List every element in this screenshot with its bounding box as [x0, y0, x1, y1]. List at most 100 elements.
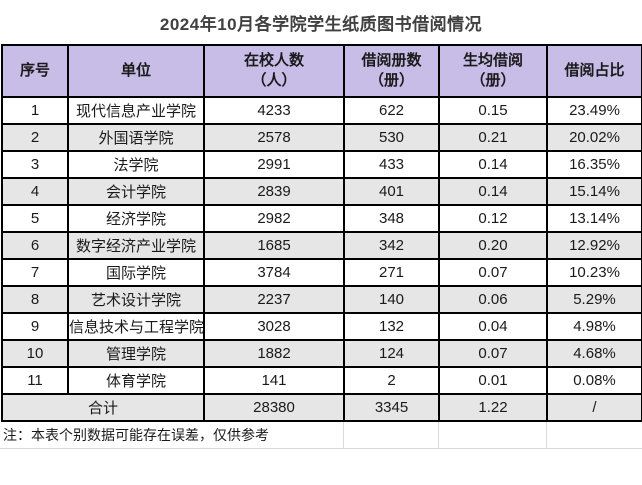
table-cell: 20.02% [546, 123, 642, 152]
table-row-5: 5 经济学院 2982 348 0.12 13.14% [1, 204, 642, 233]
table-row-10: 10 管理学院 1882 124 0.07 4.68% [1, 339, 642, 368]
table-cell: 132 [343, 312, 440, 341]
table-cell: 124 [343, 339, 440, 368]
column-header-4: 生均借阅 （册） [438, 44, 548, 98]
total-cell: 3345 [343, 393, 440, 422]
table-cell: 法学院 [67, 150, 205, 179]
table-cell: 艺术设计学院 [67, 285, 205, 314]
table-cell: 140 [343, 285, 440, 314]
table-cell: 12.92% [546, 231, 642, 260]
total-label: 合计 [1, 393, 205, 422]
table-cell: 2991 [203, 150, 345, 179]
column-header-1: 单位 [67, 44, 205, 98]
table-cell: 5.29% [546, 285, 642, 314]
table-cell: 0.21 [438, 123, 548, 152]
table-row-3: 3 法学院 2991 433 0.14 16.35% [1, 150, 642, 179]
table-cell: 1685 [203, 231, 345, 260]
table-cell: 6 [1, 231, 69, 260]
table-cell: 4.98% [546, 312, 642, 341]
table-cell: 数字经济产业学院 [67, 231, 205, 260]
table-cell: 13.14% [546, 204, 642, 233]
table-cell: 2 [1, 123, 69, 152]
table-cell: 0.06 [438, 285, 548, 314]
table-cell: 3 [1, 150, 69, 179]
table-cell: 10 [1, 339, 69, 368]
table-cell: 16.35% [546, 150, 642, 179]
table-cell: 348 [343, 204, 440, 233]
table-cell: 5 [1, 204, 69, 233]
table-cell: 10.23% [546, 258, 642, 287]
table-cell: 0.12 [438, 204, 548, 233]
table-row-8: 8 艺术设计学院 2237 140 0.06 5.29% [1, 285, 642, 314]
table-cell: 271 [343, 258, 440, 287]
table-cell: 现代信息产业学院 [67, 96, 205, 125]
note-text: 注：本表个别数据可能存在误差，仅供参考 [3, 427, 269, 443]
table-cell: 0.14 [438, 150, 548, 179]
table-cell: 会计学院 [67, 177, 205, 206]
table-cell: 23.49% [546, 96, 642, 125]
table-cell: 530 [343, 123, 440, 152]
table-row-7: 7 国际学院 3784 271 0.07 10.23% [1, 258, 642, 287]
table-cell: 342 [343, 231, 440, 260]
column-header-2: 在校人数 （人） [203, 44, 345, 98]
table-cell: 3028 [203, 312, 345, 341]
table-cell: 2237 [203, 285, 345, 314]
table-cell: 433 [343, 150, 440, 179]
table-note: 注：本表个别数据可能存在误差，仅供参考 [0, 422, 642, 449]
table-cell: 管理学院 [67, 339, 205, 368]
table-cell: 622 [343, 96, 440, 125]
table-cell: 2578 [203, 123, 345, 152]
table-cell: 信息技术与工程学院 [67, 312, 205, 341]
table-cell: 1882 [203, 339, 345, 368]
note-grid-line [343, 422, 344, 448]
table-body: 1 现代信息产业学院 4233 622 0.15 23.49% 2 外国语学院 2578 530 0… [1, 96, 642, 422]
table-cell: 3784 [203, 258, 345, 287]
table-cell: 经济学院 [67, 204, 205, 233]
table-cell: 0.14 [438, 177, 548, 206]
table-cell: 2839 [203, 177, 345, 206]
note-grid-line [438, 422, 439, 448]
table-row-4: 4 会计学院 2839 401 0.14 15.14% [1, 177, 642, 206]
table-cell: 401 [343, 177, 440, 206]
table-cell: 2 [343, 366, 440, 395]
table-cell: 1 [1, 96, 69, 125]
table-row-1: 1 现代信息产业学院 4233 622 0.15 23.49% [1, 96, 642, 125]
table-row-11: 11 体育学院 141 2 0.01 0.08% [1, 366, 642, 395]
table-cell: 4233 [203, 96, 345, 125]
table-cell: 141 [203, 366, 345, 395]
table-header: 序号 单位 在校人数 （人） 借阅册数 （册） 生均借阅 （册） 借阅占比 [1, 44, 642, 98]
page-title: 2024年10月各学院学生纸质图书借阅情况 [159, 14, 483, 34]
header-row: 序号 单位 在校人数 （人） 借阅册数 （册） 生均借阅 （册） 借阅占比 [1, 44, 642, 98]
table-cell: 外国语学院 [67, 123, 205, 152]
column-header-5: 借阅占比 [546, 44, 642, 98]
table-cell: 0.01 [438, 366, 548, 395]
table-cell: 4 [1, 177, 69, 206]
table-cell: 0.07 [438, 339, 548, 368]
total-cell: 28380 [203, 393, 345, 422]
column-header-0: 序号 [1, 44, 69, 98]
table-cell: 0.08% [546, 366, 642, 395]
table-cell: 体育学院 [67, 366, 205, 395]
table-row-2: 2 外国语学院 2578 530 0.21 20.02% [1, 123, 642, 152]
total-cell: 1.22 [438, 393, 548, 422]
table-row-6: 6 数字经济产业学院 1685 342 0.20 12.92% [1, 231, 642, 260]
column-header-3: 借阅册数 （册） [343, 44, 440, 98]
table-cell: 0.20 [438, 231, 548, 260]
table-cell: 0.04 [438, 312, 548, 341]
table-cell: 9 [1, 312, 69, 341]
table-cell: 15.14% [546, 177, 642, 206]
borrowing-table: 序号 单位 在校人数 （人） 借阅册数 （册） 生均借阅 （册） 借阅占比 1 现代信息产业学院 4… [1, 44, 642, 422]
table-cell: 7 [1, 258, 69, 287]
table-cell: 0.15 [438, 96, 548, 125]
table-row-9: 9 信息技术与工程学院 3028 132 0.04 4.98% [1, 312, 642, 341]
table-cell: 8 [1, 285, 69, 314]
note-grid-line [546, 422, 547, 448]
total-cell: / [546, 393, 642, 422]
table-cell: 2982 [203, 204, 345, 233]
table-cell: 4.68% [546, 339, 642, 368]
table-cell: 国际学院 [67, 258, 205, 287]
total-row: 合计 28380 3345 1.22/ [1, 393, 642, 422]
table-cell: 11 [1, 366, 69, 395]
table-cell: 0.07 [438, 258, 548, 287]
